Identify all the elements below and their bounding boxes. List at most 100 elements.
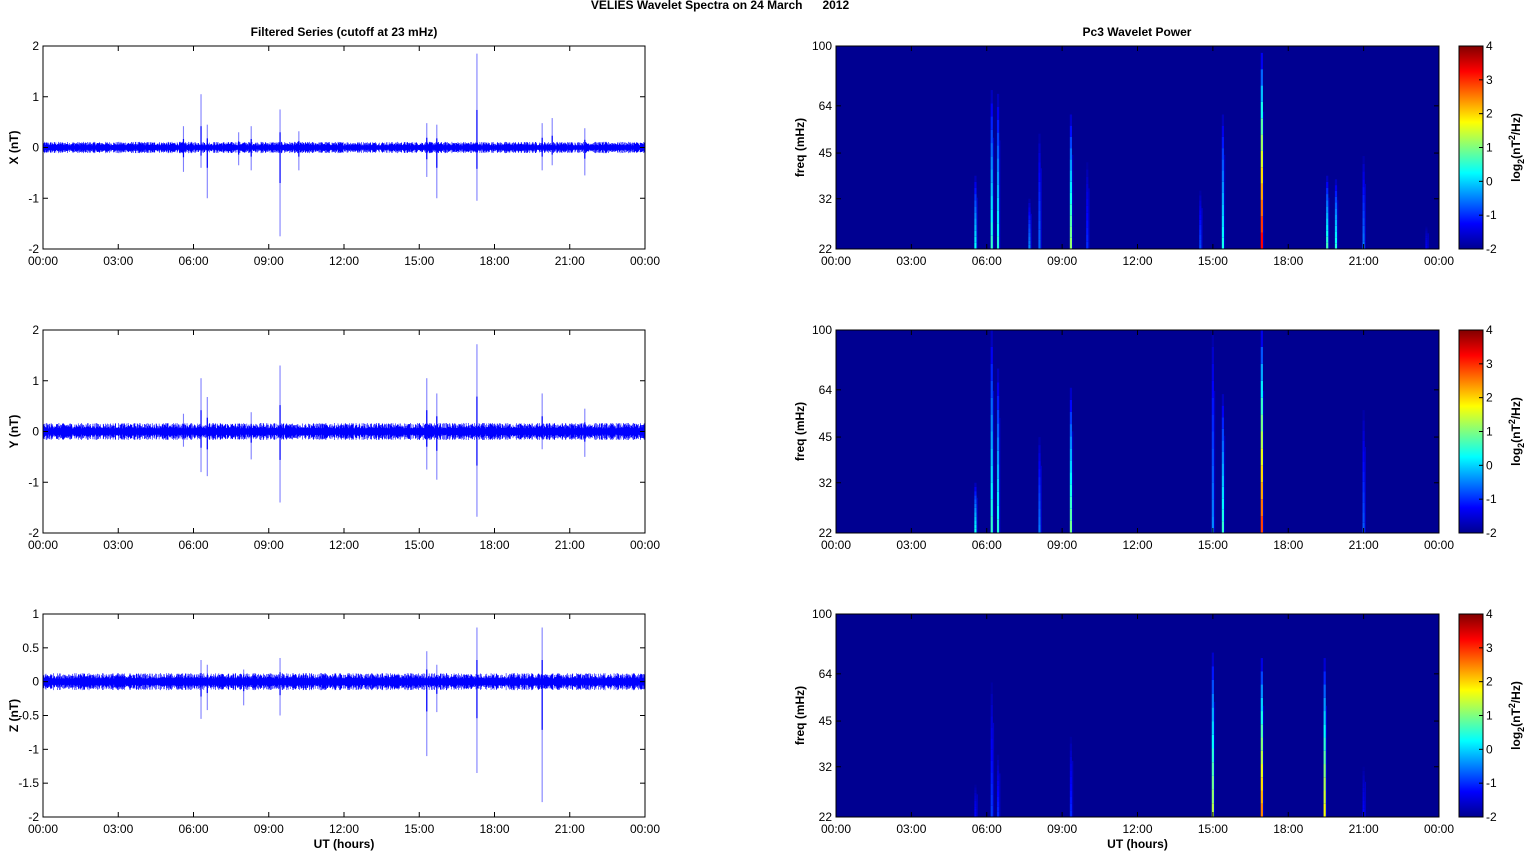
y-tick-label: 0	[32, 675, 39, 689]
x-tick-label: 09:00	[1047, 822, 1077, 836]
y-tick-label: 100	[812, 323, 832, 337]
colorbar-label-part: 2	[1516, 159, 1526, 164]
y-tick-label: 1	[32, 607, 39, 621]
x-tick-label: 06:00	[972, 538, 1002, 552]
x-tick-label: 15:00	[404, 822, 434, 836]
y-tick-label: 45	[819, 146, 833, 160]
colorbar-label-part: 2	[1516, 443, 1526, 448]
colorbar-label-part: 2	[1516, 727, 1526, 732]
y-tick-label: -0.5	[18, 709, 39, 723]
colorbar-tick-label: -2	[1486, 526, 1497, 540]
y-tick-label: 32	[819, 476, 833, 490]
x-tick-label: 18:00	[479, 254, 509, 268]
colorbar-label-part: (nT	[1509, 424, 1523, 443]
x-tick-label: 21:00	[555, 538, 585, 552]
colorbar-tick-label: 0	[1486, 458, 1493, 472]
y-tick-label: 45	[819, 714, 833, 728]
z-series-panel: 10.50-0.5-1-1.5-200:00 03:00 06:00 09:00 12:…	[7, 607, 660, 851]
x-tick-label: 12:00	[329, 822, 359, 836]
colorbar-tick-label: -2	[1486, 242, 1497, 256]
y-axis-label: Z (nT)	[7, 699, 21, 732]
x-tick-label: 03:00	[103, 254, 133, 268]
x-tick-label: 09:00	[254, 254, 284, 268]
y-tick-label: 0	[32, 425, 39, 439]
x-tick-label: 15:00	[1198, 254, 1228, 268]
y-axis-label: Y (nT)	[7, 415, 21, 449]
x-tick-label: 03:00	[103, 538, 133, 552]
colorbar-label-part: log	[1509, 732, 1523, 750]
x-tick-label: 21:00	[555, 822, 585, 836]
x-tick-label: 12:00	[1122, 254, 1152, 268]
x-tick-label: 15:00	[1198, 538, 1228, 552]
x-tick-label: 18:00	[1273, 822, 1303, 836]
y-tick-label: -2	[28, 526, 39, 540]
colorbar-tick-label: 1	[1486, 709, 1493, 723]
x-tick-label: 00:00	[1424, 822, 1454, 836]
colorbar-tick-label: 2	[1486, 391, 1493, 405]
y-tick-label: 0.5	[22, 641, 39, 655]
x-tick-label: 03:00	[103, 822, 133, 836]
x-tick-label: 06:00	[178, 822, 208, 836]
colorbar-tick-label: 3	[1486, 73, 1493, 87]
colorbar-tick-label: -1	[1486, 492, 1497, 506]
x-tick-label: 00:00	[28, 254, 58, 268]
x-tick-label: 00:00	[28, 538, 58, 552]
x-tick-label: 00:00	[28, 822, 58, 836]
colorbar-tick-label: 3	[1486, 357, 1493, 371]
x-tick-label: 18:00	[479, 822, 509, 836]
x-tick-label: 21:00	[1349, 822, 1379, 836]
x-tick-label: 03:00	[896, 822, 926, 836]
y-tick-label: 100	[812, 39, 832, 53]
colorbar-tick-label: 2	[1486, 675, 1493, 689]
x-tick-label: 18:00	[479, 538, 509, 552]
x-tick-label: 06:00	[178, 254, 208, 268]
x-tick-label: 06:00	[178, 538, 208, 552]
x-tick-label: 06:00	[972, 254, 1002, 268]
y-tick-label: 64	[819, 383, 833, 397]
wavelet-background	[836, 614, 1439, 817]
y-series-panel: 210-1-200:00 03:00 06:00 09:00 12:00 15:00 18:…	[7, 323, 660, 552]
colorbar-tick-label: 3	[1486, 641, 1493, 655]
colorbar-label: log2(nT2/Hz)	[1507, 397, 1526, 466]
colorbar-tick-label: 4	[1486, 323, 1493, 337]
colorbar-label: log2(nT2/Hz)	[1507, 681, 1526, 750]
y-tick-label: -2	[28, 242, 39, 256]
y-tick-label: 2	[32, 39, 39, 53]
y-tick-label: 45	[819, 430, 833, 444]
colorbar-label-part: (nT	[1509, 140, 1523, 159]
x-tick-label: 00:00	[821, 254, 851, 268]
y-axis-label: freq (mHz)	[793, 402, 807, 461]
x-tick-label: 03:00	[896, 254, 926, 268]
y-tick-label: 0	[32, 141, 39, 155]
figure-title: VELIES Wavelet Spectra on 24 March 2012	[591, 0, 850, 12]
colorbar-tick-label: 4	[1486, 607, 1493, 621]
x-tick-label: 12:00	[1122, 822, 1152, 836]
left-column-title: Filtered Series (cutoff at 23 mHz)	[251, 25, 438, 39]
colorbar-tick-label: 1	[1486, 141, 1493, 155]
y-tick-label: 64	[819, 99, 833, 113]
y-tick-label: 64	[819, 667, 833, 681]
x-tick-label: 12:00	[329, 254, 359, 268]
x-tick-label: 00:00	[630, 822, 660, 836]
colorbar-tick-label: 0	[1486, 174, 1493, 188]
x-tick-label: 03:00	[896, 538, 926, 552]
right-column-title: Pc3 Wavelet Power	[1083, 25, 1192, 39]
colorbar-tick-label: 4	[1486, 39, 1493, 53]
x-tick-label: 06:00	[972, 822, 1002, 836]
y-axis-label: freq (mHz)	[793, 686, 807, 745]
colorbar-label-part: log	[1509, 164, 1523, 182]
plot-area	[43, 614, 645, 817]
y-tick-label: -1	[28, 742, 39, 756]
y-tick-label: 100	[812, 607, 832, 621]
x-tick-label: 21:00	[1349, 254, 1379, 268]
x-tick-label: 21:00	[555, 254, 585, 268]
wavelet-background	[836, 46, 1439, 249]
colorbar-label-part: /Hz)	[1509, 681, 1523, 703]
x-tick-label: 00:00	[821, 822, 851, 836]
x-series-panel: 210-1-200:00 03:00 06:00 09:00 12:00 15:00 18:…	[7, 39, 660, 268]
colorbar-tick-label: 1	[1486, 425, 1493, 439]
x-tick-label: 00:00	[1424, 254, 1454, 268]
colorbar-label-part: 2	[1507, 703, 1517, 708]
